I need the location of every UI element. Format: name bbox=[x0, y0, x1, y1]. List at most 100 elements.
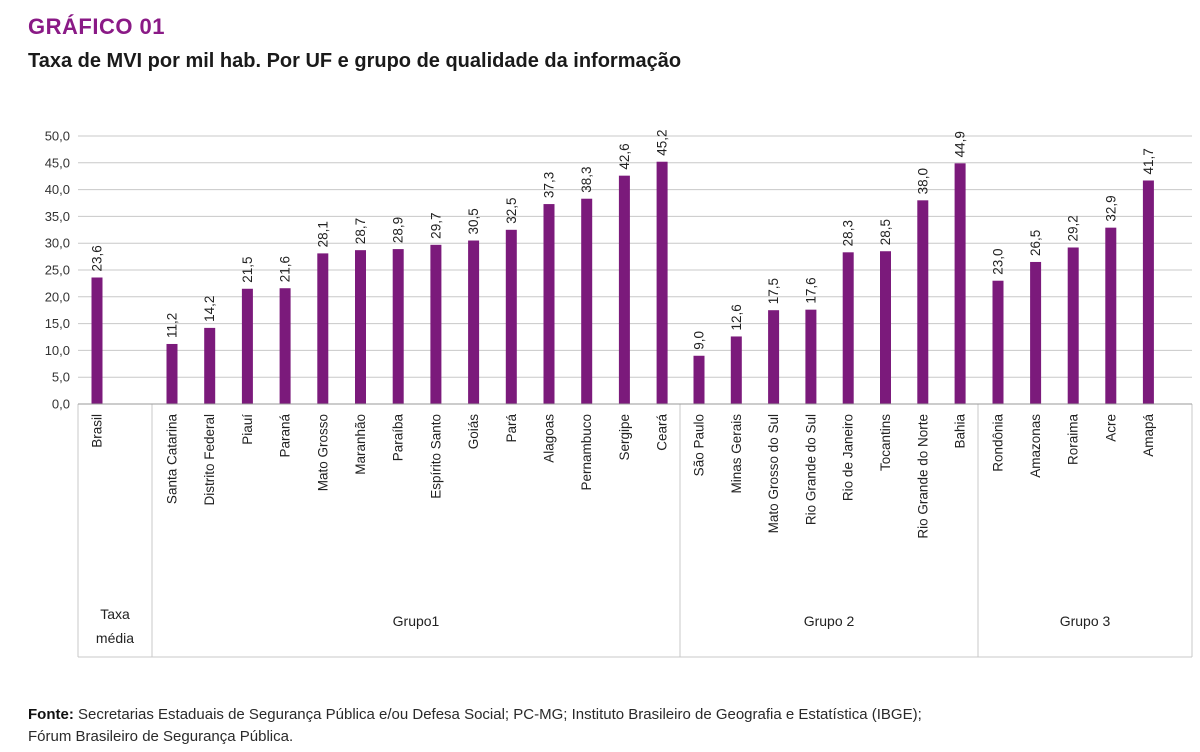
source-label: Fonte: bbox=[28, 706, 74, 723]
bar bbox=[730, 336, 742, 404]
y-tick-label: 15,0 bbox=[45, 316, 70, 331]
data-label: 42,6 bbox=[617, 143, 632, 169]
x-tick-label: Roraima bbox=[1066, 414, 1081, 466]
bar bbox=[430, 244, 442, 404]
bar bbox=[805, 309, 817, 404]
x-tick-label: Goiás bbox=[466, 414, 481, 450]
x-tick-label: Acre bbox=[1103, 414, 1118, 442]
bar bbox=[656, 161, 668, 404]
y-tick-label: 25,0 bbox=[45, 263, 70, 278]
x-tick-label: Espírito Santo bbox=[428, 414, 443, 499]
bar bbox=[317, 253, 329, 404]
data-label: 14,2 bbox=[202, 296, 217, 322]
x-tick-label: Maranhão bbox=[353, 414, 368, 475]
bar bbox=[842, 252, 854, 404]
bar bbox=[392, 249, 404, 404]
bar bbox=[543, 204, 555, 404]
group-label: média bbox=[96, 630, 134, 646]
data-label: 9,0 bbox=[692, 331, 707, 350]
y-tick-label: 30,0 bbox=[45, 236, 70, 251]
data-label: 28,1 bbox=[315, 221, 330, 247]
x-tick-label: Minas Gerais bbox=[729, 414, 744, 494]
bar bbox=[241, 288, 253, 404]
data-label: 17,6 bbox=[803, 277, 818, 303]
group-label: Grupo1 bbox=[393, 613, 440, 629]
bar bbox=[505, 229, 517, 404]
data-label: 41,7 bbox=[1141, 148, 1156, 174]
y-tick-label: 45,0 bbox=[45, 155, 70, 170]
bar bbox=[693, 355, 705, 404]
x-tick-label: Brasil bbox=[90, 414, 105, 448]
x-tick-label: Piauí bbox=[240, 414, 255, 445]
data-label: 26,5 bbox=[1028, 230, 1043, 256]
data-label: 45,2 bbox=[655, 129, 670, 155]
x-tick-label: Distrito Federal bbox=[202, 414, 217, 506]
x-tick-label: Paraná bbox=[278, 414, 293, 458]
data-label: 29,2 bbox=[1066, 215, 1081, 241]
x-tick-label: Paraíba bbox=[391, 414, 406, 462]
chart-title: Taxa de MVI por mil hab. Por UF e grupo … bbox=[28, 50, 682, 72]
data-label: 32,9 bbox=[1103, 195, 1118, 221]
bar bbox=[581, 198, 593, 404]
bar bbox=[279, 288, 291, 404]
data-label: 28,3 bbox=[841, 220, 856, 246]
group-label: Grupo 2 bbox=[804, 613, 855, 629]
bar-chart: 0,0 5,0 10,0 15,0 20,0 25,0 30,0 35,0 40,0 45,0 50… bbox=[45, 129, 1193, 658]
source-text-line1: Secretarias Estaduais de Segurança Públi… bbox=[78, 706, 922, 723]
x-tick-label: Tocantins bbox=[878, 414, 893, 471]
bar bbox=[1142, 180, 1154, 404]
y-tick-label: 40,0 bbox=[45, 182, 70, 197]
x-tick-label: Rio Grande do Sul bbox=[803, 414, 818, 525]
data-label: 38,3 bbox=[579, 166, 594, 192]
bar bbox=[992, 280, 1004, 404]
x-tick-label: Mato Grosso do Sul bbox=[766, 414, 781, 533]
y-tick-label: 50,0 bbox=[45, 129, 70, 144]
data-label: 21,6 bbox=[278, 256, 293, 282]
x-tick-label: Alagoas bbox=[542, 414, 557, 463]
chart-label: GRÁFICO 01 bbox=[28, 14, 166, 39]
y-tick-label: 35,0 bbox=[45, 209, 70, 224]
data-label: 37,3 bbox=[542, 172, 557, 198]
x-tick-label: Amapá bbox=[1141, 414, 1156, 457]
data-label: 28,9 bbox=[391, 217, 406, 243]
data-label: 30,5 bbox=[466, 208, 481, 234]
data-label: 32,5 bbox=[504, 198, 519, 224]
data-label: 38,0 bbox=[915, 168, 930, 194]
x-tick-label: Pernambuco bbox=[579, 414, 594, 491]
data-label: 29,7 bbox=[428, 213, 443, 239]
bar bbox=[204, 327, 216, 404]
x-tick-label: Sergipe bbox=[617, 414, 632, 461]
x-tick-label: Rio de Janeiro bbox=[841, 414, 856, 501]
group-label: Grupo 3 bbox=[1060, 613, 1111, 629]
data-label: 17,5 bbox=[766, 278, 781, 304]
bar bbox=[768, 310, 780, 404]
bar bbox=[954, 163, 966, 404]
bar bbox=[91, 277, 103, 404]
x-tick-label: São Paulo bbox=[692, 414, 707, 476]
data-label: 12,6 bbox=[729, 304, 744, 330]
bar bbox=[917, 200, 929, 404]
data-label: 28,5 bbox=[878, 219, 893, 245]
data-label: 11,2 bbox=[165, 313, 180, 338]
bar bbox=[355, 250, 366, 404]
data-label: 23,0 bbox=[991, 248, 1006, 274]
group-label: Taxa bbox=[100, 606, 130, 622]
data-label: 21,5 bbox=[240, 256, 255, 282]
x-tick-label: Rio Grande do Norte bbox=[915, 414, 930, 539]
data-label: 23,6 bbox=[90, 245, 105, 271]
bar bbox=[1067, 247, 1079, 404]
data-label: 44,9 bbox=[953, 131, 968, 157]
x-tick-label: Rondônia bbox=[991, 414, 1006, 472]
y-tick-label: 5,0 bbox=[52, 370, 70, 385]
source-text-line2: Fórum Brasileiro de Segurança Pública. bbox=[28, 728, 294, 745]
x-tick-label: Pará bbox=[504, 414, 519, 443]
x-tick-label: Amazonas bbox=[1028, 414, 1043, 478]
x-tick-label: Santa Catarina bbox=[165, 414, 180, 505]
bar bbox=[618, 175, 630, 404]
x-tick-label: Bahia bbox=[953, 414, 968, 449]
x-tick-label: Ceará bbox=[655, 414, 670, 451]
bar bbox=[468, 240, 480, 404]
y-tick-label: 0,0 bbox=[52, 397, 70, 412]
x-tick-label: Mato Grosso bbox=[315, 414, 330, 491]
bar bbox=[1030, 261, 1042, 404]
